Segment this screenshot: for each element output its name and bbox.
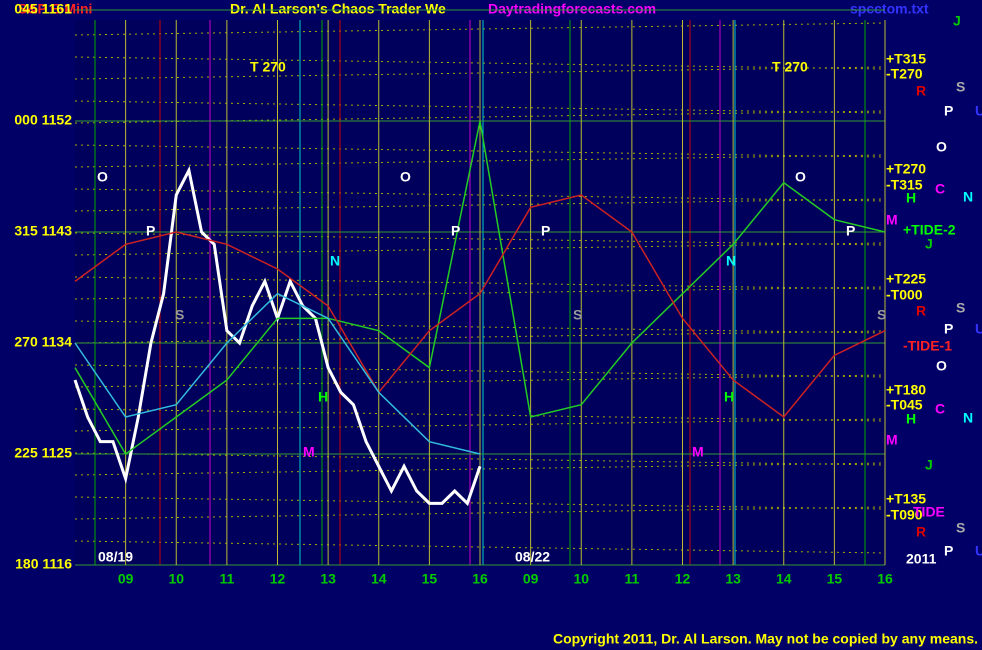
annotation: R [916, 303, 926, 319]
annotation: P [944, 103, 953, 119]
y-tick-label: 180 1116 [15, 556, 72, 572]
annotation: P [944, 321, 953, 337]
annotation: P [451, 223, 460, 239]
annotation: O [97, 169, 108, 185]
series-line [74, 292, 481, 455]
y-tick-label: 045 1161 [14, 1, 72, 17]
y-tick-label: 270 1134 [14, 334, 72, 350]
x-tick-label: 13 [320, 571, 336, 587]
annotation: -T045 [886, 397, 923, 413]
chart-title: Dr. Al Larson's Chaos Trader We [230, 1, 446, 17]
symbol: S&P E-Mini [18, 1, 92, 17]
annotation: J [953, 13, 961, 29]
annotation: -T315 [886, 177, 923, 193]
annotation: +TIDE-2 [903, 222, 956, 238]
x-tick-label: 16 [472, 571, 488, 587]
annotation: M [303, 444, 315, 460]
file: spcctom.txt [850, 1, 929, 17]
annotation: O [936, 139, 947, 155]
annotation: S [956, 79, 965, 95]
annotation: P [944, 543, 953, 559]
x-tick-label: 12 [675, 571, 691, 587]
x-tick-label: 14 [371, 571, 387, 587]
annotation: -TIDE-1 [903, 338, 952, 354]
annotation: +T180 [886, 382, 926, 398]
annotation: -T270 [886, 66, 923, 82]
annotation: H [724, 389, 734, 405]
annotation: -T000 [886, 287, 923, 303]
annotation: S [175, 307, 184, 323]
annotation: +T135 [886, 491, 926, 507]
y-tick-label: 315 1143 [14, 223, 72, 239]
annotation: U [975, 103, 982, 119]
x-tick-label: 12 [270, 571, 286, 587]
series-line [74, 120, 886, 456]
y-tick-label: 000 1152 [14, 112, 72, 128]
y-tick-label: 225 1125 [14, 445, 72, 461]
annotation: 08/19 [98, 549, 133, 565]
x-tick-label: 14 [776, 571, 792, 587]
site: Daytradingforecasts.com [488, 1, 656, 17]
annotation: R [916, 524, 926, 540]
annotation: P [846, 223, 855, 239]
x-tick-label: 09 [523, 571, 539, 587]
decoration [74, 20, 886, 565]
annotation: T 270 [772, 59, 808, 75]
x-tick-label: 15 [422, 571, 438, 587]
annotation: P [541, 223, 550, 239]
annotation: H [906, 411, 916, 427]
annotation: M [886, 212, 898, 228]
annotation: H [318, 389, 328, 405]
annotation: 2011 [906, 551, 937, 567]
x-tick-label: 16 [877, 571, 893, 587]
annotation: T 270 [250, 59, 286, 75]
annotation: N [963, 410, 973, 426]
x-tick-label: 10 [573, 571, 589, 587]
annotation: C [935, 401, 945, 417]
annotation: TIDE [913, 504, 945, 520]
annotation: M [692, 444, 704, 460]
x-tick-label: 10 [168, 571, 184, 587]
annotation: R [916, 83, 926, 99]
annotation: N [726, 253, 736, 269]
annotation: N [330, 253, 340, 269]
annotation: J [925, 457, 933, 473]
annotation: 08/22 [515, 549, 550, 565]
copyright: Copyright 2011, Dr. Al Larson. May not b… [553, 631, 978, 647]
annotation: C [935, 181, 945, 197]
annotation: P [146, 223, 155, 239]
annotation: O [795, 169, 806, 185]
x-tick-label: 15 [827, 571, 843, 587]
annotation: H [906, 190, 916, 206]
annotation: +T315 [886, 51, 926, 67]
annotation: +T225 [886, 271, 926, 287]
annotation: S [956, 300, 965, 316]
series-line [74, 194, 886, 419]
annotation: S [877, 307, 886, 323]
annotation: -T090 [886, 507, 923, 523]
annotation: U [975, 321, 982, 337]
annotation: O [400, 169, 411, 185]
x-tick-label: 11 [219, 571, 234, 587]
annotation: +T270 [886, 161, 926, 177]
annotation: S [956, 520, 965, 536]
annotation: O [936, 358, 947, 374]
annotation: U [975, 543, 982, 559]
annotation: M [886, 432, 898, 448]
annotation: S [573, 307, 582, 323]
x-tick-label: 09 [118, 571, 134, 587]
annotation: J [925, 236, 933, 252]
x-tick-label: 13 [725, 571, 741, 587]
annotation: N [963, 189, 973, 205]
x-tick-label: 11 [624, 571, 639, 587]
